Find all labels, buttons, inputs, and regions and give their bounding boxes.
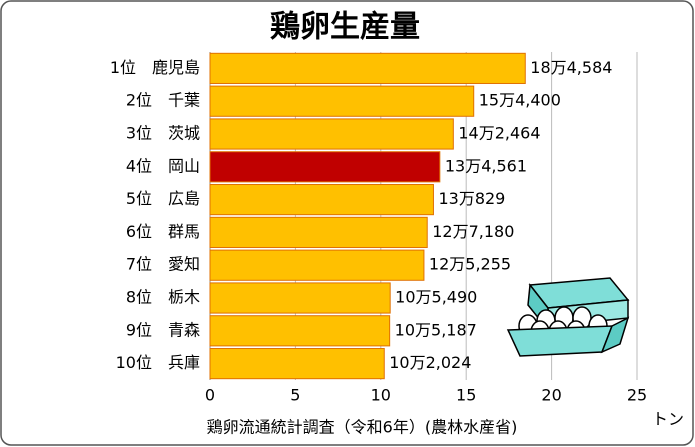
bar bbox=[209, 184, 434, 216]
bar bbox=[209, 249, 425, 281]
x-tick-label: 20 bbox=[541, 386, 561, 405]
value-label: 15万4,400 bbox=[479, 91, 561, 110]
bar bbox=[209, 282, 391, 314]
x-tick-label: 5 bbox=[290, 386, 300, 405]
x-tick-label: 25 bbox=[627, 386, 647, 405]
x-tick-label: 15 bbox=[456, 386, 476, 405]
value-label: 10万2,024 bbox=[389, 353, 471, 372]
value-label: 10万5,187 bbox=[395, 320, 477, 339]
category-label: 6位 群馬 bbox=[126, 222, 200, 241]
category-label: 9位 青森 bbox=[126, 320, 200, 339]
category-label: 10位 兵庫 bbox=[116, 353, 200, 372]
chart-title: 鶏卵生産量 bbox=[270, 10, 420, 45]
bar bbox=[209, 151, 441, 183]
value-label: 12万5,255 bbox=[429, 255, 511, 274]
bar bbox=[209, 216, 428, 248]
value-label: 10万5,490 bbox=[395, 288, 477, 307]
bars: 1位 鹿児島 18万4,584 2位 千葉 15万4,400 3位 茨城 14万2,464… bbox=[110, 52, 612, 380]
x-tick-label: 10 bbox=[371, 386, 391, 405]
value-label: 14万2,464 bbox=[458, 124, 540, 143]
category-label: 5位 広島 bbox=[126, 189, 200, 208]
value-label: 13万829 bbox=[438, 189, 505, 208]
bar bbox=[209, 348, 385, 380]
category-label: 4位 岡山 bbox=[126, 156, 200, 175]
value-label: 13万4,561 bbox=[445, 156, 527, 175]
category-label: 1位 鹿児島 bbox=[110, 58, 200, 77]
category-label: 3位 茨城 bbox=[126, 124, 200, 143]
bar bbox=[209, 85, 475, 117]
axis-unit: トン bbox=[652, 410, 684, 429]
category-label: 7位 愛知 bbox=[126, 255, 200, 274]
x-tick-label: 0 bbox=[205, 386, 215, 405]
value-label: 18万4,584 bbox=[530, 58, 612, 77]
source-note: 鶏卵流通統計調査（令和6年）(農林水産省) bbox=[207, 418, 518, 437]
value-label: 12万7,180 bbox=[432, 222, 514, 241]
bar bbox=[209, 118, 454, 150]
category-label: 8位 栃木 bbox=[126, 288, 200, 307]
bar bbox=[209, 315, 391, 347]
bar bbox=[209, 52, 526, 84]
egg-carton-illustration bbox=[506, 277, 630, 357]
category-label: 2位 千葉 bbox=[126, 91, 200, 110]
